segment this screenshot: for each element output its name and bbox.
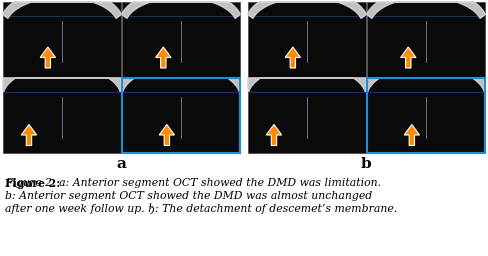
Bar — [367, 78, 485, 153]
Bar — [122, 78, 240, 153]
Text: b: Anterior segment OCT showed the DMD was almost unchanged: b: Anterior segment OCT showed the DMD w… — [5, 191, 372, 201]
Polygon shape — [285, 47, 301, 68]
Bar — [367, 78, 485, 153]
Text: b: b — [361, 157, 371, 171]
Polygon shape — [266, 124, 282, 145]
Text: a: a — [116, 157, 126, 171]
Polygon shape — [156, 47, 171, 68]
Polygon shape — [367, 2, 485, 18]
Polygon shape — [404, 124, 420, 145]
Bar — [3, 78, 121, 153]
Bar — [122, 78, 240, 153]
Bar — [122, 2, 240, 77]
Polygon shape — [248, 2, 366, 18]
Text: Figure 2: a: Anterior segment OCT showed the DMD was limitation.: Figure 2: a: Anterior segment OCT showed… — [5, 178, 381, 188]
Polygon shape — [3, 78, 121, 92]
Polygon shape — [401, 47, 416, 68]
Polygon shape — [21, 124, 37, 145]
Bar — [248, 2, 366, 77]
Polygon shape — [122, 78, 240, 92]
Polygon shape — [3, 78, 121, 92]
Polygon shape — [367, 78, 485, 92]
Polygon shape — [248, 78, 366, 92]
Polygon shape — [122, 2, 240, 18]
Polygon shape — [3, 2, 121, 18]
Bar — [367, 2, 485, 77]
Text: Figure 2:: Figure 2: — [5, 178, 60, 189]
Text: after one week follow up. ђ: The detachment of descemet’s membrane.: after one week follow up. ђ: The detachm… — [5, 204, 397, 215]
Polygon shape — [159, 124, 175, 145]
Polygon shape — [122, 2, 240, 18]
Polygon shape — [3, 2, 121, 18]
Polygon shape — [122, 78, 240, 92]
Polygon shape — [367, 78, 485, 92]
Polygon shape — [248, 2, 366, 18]
Bar — [248, 78, 366, 153]
Bar — [3, 2, 121, 77]
Polygon shape — [248, 78, 366, 92]
Polygon shape — [40, 47, 56, 68]
Polygon shape — [367, 2, 485, 18]
